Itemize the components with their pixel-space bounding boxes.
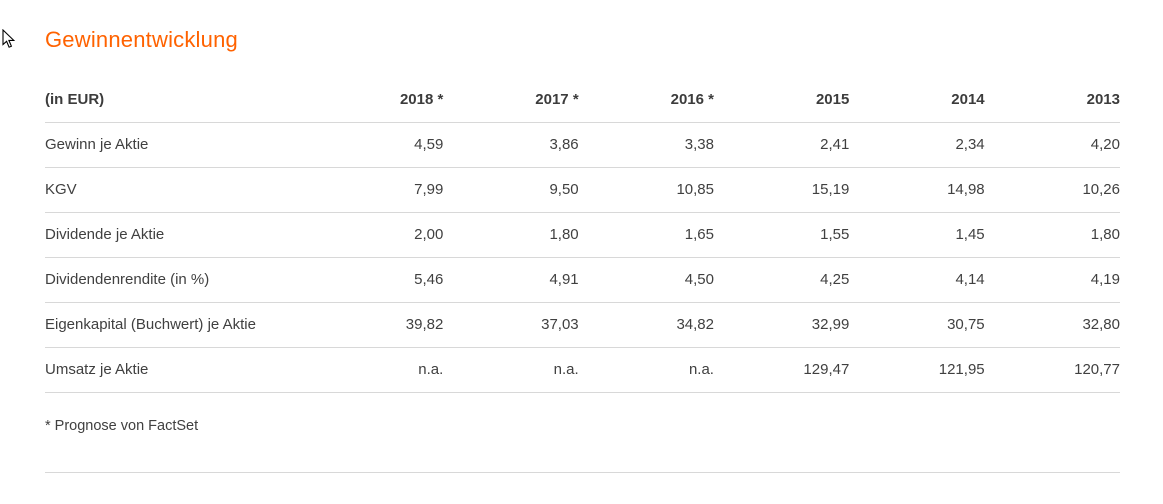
table-cell: 129,47 <box>713 347 850 393</box>
column-header-year-2018: 2018 * <box>308 78 444 123</box>
table-cell: 4,20 <box>984 122 1120 168</box>
table-cell: 15,19 <box>713 167 850 213</box>
row-label: Gewinn je Aktie <box>45 122 308 168</box>
table-cell: 34,82 <box>578 302 714 348</box>
table-cell: 2,41 <box>713 122 850 168</box>
financial-table: (in EUR) 2018 * 2017 * 2016 * 2015 2014 … <box>45 78 1120 393</box>
table-cell: 121,95 <box>849 347 985 393</box>
page-title: Gewinnentwicklung <box>45 27 238 52</box>
table-cell: 30,75 <box>849 302 985 348</box>
table-cell: 1,80 <box>443 212 579 258</box>
table-cell: 4,91 <box>443 257 579 303</box>
table-cell: 32,99 <box>713 302 850 348</box>
row-label: Dividendenrendite (in %) <box>45 257 308 303</box>
column-header-unit: (in EUR) <box>45 78 308 123</box>
table-cell: 4,50 <box>578 257 714 303</box>
table-cell: 9,50 <box>443 167 579 213</box>
table-cell: 1,55 <box>713 212 850 258</box>
table-cell: 1,80 <box>984 212 1120 258</box>
page: Gewinnentwicklung (in EUR) 2018 * 2017 *… <box>0 27 1163 473</box>
column-header-year-2017: 2017 * <box>443 78 579 123</box>
table-cell: 2,00 <box>308 212 444 258</box>
table-row-kgv: KGV 7,99 9,50 10,85 15,19 14,98 10,26 <box>45 167 1120 213</box>
column-header-year-2016: 2016 * <box>578 78 714 123</box>
table-cell: 4,19 <box>984 257 1120 303</box>
column-header-year-2013: 2013 <box>984 78 1120 123</box>
table-cell: 5,46 <box>308 257 444 303</box>
table-cell: n.a. <box>578 347 714 393</box>
table-cell: 14,98 <box>849 167 985 213</box>
table-cell: 120,77 <box>984 347 1120 393</box>
table-cell: 4,14 <box>849 257 985 303</box>
column-header-year-2015: 2015 <box>713 78 850 123</box>
section-divider <box>45 472 1120 473</box>
table-row-dividende-je-aktie: Dividende je Aktie 2,00 1,80 1,65 1,55 1… <box>45 212 1120 258</box>
table-cell: 1,45 <box>849 212 985 258</box>
table-cell: 2,34 <box>849 122 985 168</box>
table-row-eigenkapital: Eigenkapital (Buchwert) je Aktie 39,82 3… <box>45 302 1120 348</box>
table-row-dividendenrendite: Dividendenrendite (in %) 5,46 4,91 4,50 … <box>45 257 1120 303</box>
table-header-row: (in EUR) 2018 * 2017 * 2016 * 2015 2014 … <box>45 78 1120 123</box>
table-cell: 39,82 <box>308 302 444 348</box>
footnote: * Prognose von FactSet <box>45 418 199 434</box>
row-label: KGV <box>45 167 308 213</box>
row-label: Eigenkapital (Buchwert) je Aktie <box>45 302 308 348</box>
table-cell: 3,86 <box>443 122 579 168</box>
table-cell: 10,26 <box>984 167 1120 213</box>
table-cell: 7,99 <box>308 167 444 213</box>
table-cell: 32,80 <box>984 302 1120 348</box>
table-cell: 4,25 <box>713 257 850 303</box>
table-cell: 4,59 <box>308 122 444 168</box>
table-cell: n.a. <box>443 347 579 393</box>
table-row-gewinn-je-aktie: Gewinn je Aktie 4,59 3,86 3,38 2,41 2,34… <box>45 122 1120 168</box>
table-row-umsatz-je-aktie: Umsatz je Aktie n.a. n.a. n.a. 129,47 12… <box>45 347 1120 393</box>
table-cell: 1,65 <box>578 212 714 258</box>
column-header-year-2014: 2014 <box>849 78 985 123</box>
row-label: Umsatz je Aktie <box>45 347 308 393</box>
table-cell: 37,03 <box>443 302 579 348</box>
row-label: Dividende je Aktie <box>45 212 308 258</box>
table-cell: 3,38 <box>578 122 714 168</box>
table-cell: 10,85 <box>578 167 714 213</box>
mouse-cursor-icon <box>2 29 16 48</box>
table-cell: n.a. <box>308 347 444 393</box>
